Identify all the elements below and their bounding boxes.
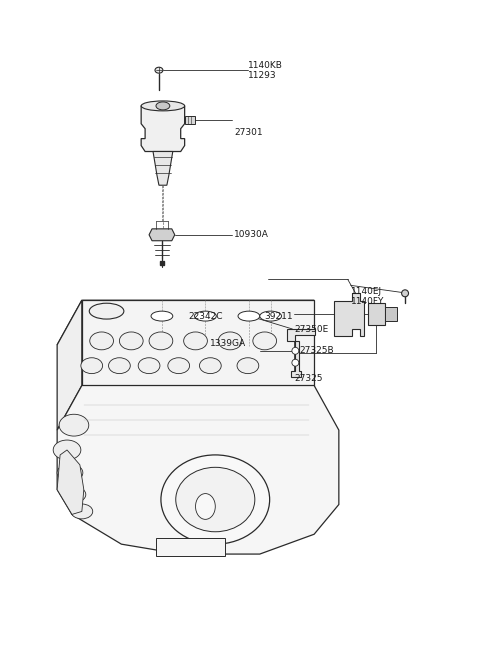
Ellipse shape [149,332,173,350]
Polygon shape [153,152,173,185]
Polygon shape [149,229,175,241]
Polygon shape [57,300,314,345]
Ellipse shape [108,358,130,374]
Ellipse shape [200,358,221,374]
Text: 27350E: 27350E [294,325,329,335]
Text: 27301: 27301 [234,128,263,137]
Ellipse shape [253,332,276,350]
Text: 1140EJ
1140FY: 1140EJ 1140FY [351,287,384,306]
Ellipse shape [81,358,103,374]
Polygon shape [368,303,385,325]
Ellipse shape [138,358,160,374]
Ellipse shape [71,504,93,519]
Ellipse shape [184,332,207,350]
Ellipse shape [260,311,281,321]
Text: 22342C: 22342C [189,312,223,321]
Text: 27325: 27325 [294,374,323,383]
Polygon shape [57,386,339,554]
Ellipse shape [53,440,81,460]
Ellipse shape [168,358,190,374]
Ellipse shape [194,311,216,321]
Ellipse shape [161,455,270,544]
FancyBboxPatch shape [156,538,225,556]
Text: 10930A: 10930A [234,230,269,239]
Ellipse shape [59,414,89,436]
Ellipse shape [156,102,170,110]
Ellipse shape [218,332,242,350]
Ellipse shape [89,303,124,319]
Polygon shape [288,329,315,377]
Polygon shape [57,300,82,430]
Ellipse shape [402,290,408,297]
Ellipse shape [237,358,259,374]
Text: 39211: 39211 [264,312,293,321]
Polygon shape [141,106,185,152]
Ellipse shape [90,332,113,350]
Polygon shape [185,116,194,124]
Ellipse shape [292,347,299,354]
Text: 1339GA: 1339GA [210,339,246,348]
Polygon shape [82,300,314,386]
Ellipse shape [62,487,86,502]
Ellipse shape [120,332,143,350]
Polygon shape [385,307,397,321]
Polygon shape [57,450,84,514]
Ellipse shape [195,493,216,520]
Ellipse shape [238,311,260,321]
Ellipse shape [292,359,299,366]
Text: 1140KB
11293: 1140KB 11293 [248,60,283,80]
Ellipse shape [155,67,163,73]
Ellipse shape [141,101,185,111]
Ellipse shape [151,311,173,321]
Ellipse shape [176,467,255,532]
Text: 27325B: 27325B [300,346,334,356]
Polygon shape [334,293,363,336]
Ellipse shape [57,464,83,482]
